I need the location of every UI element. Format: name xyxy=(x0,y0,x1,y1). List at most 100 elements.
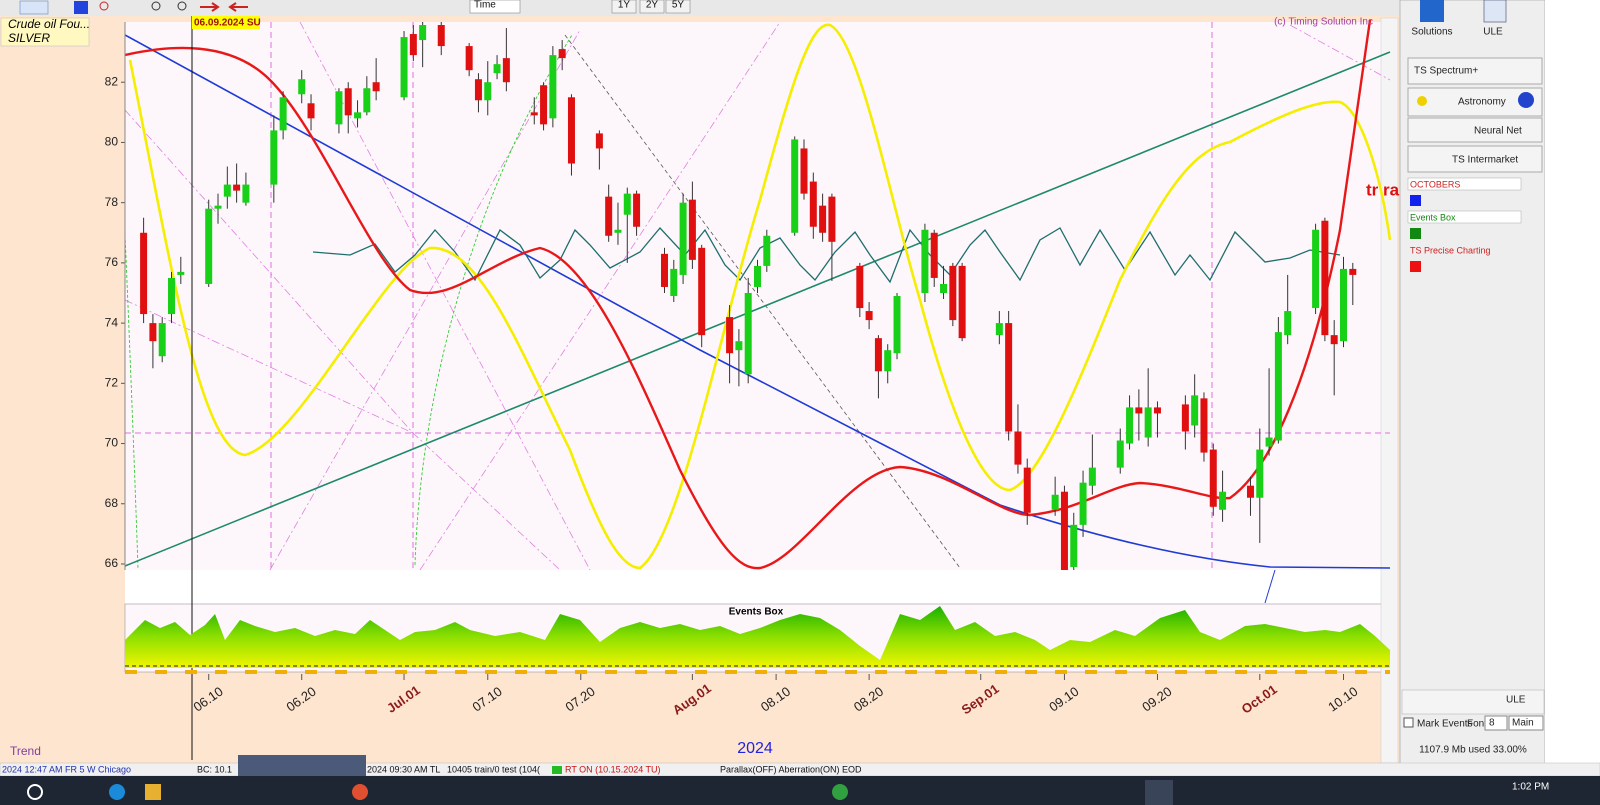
candle-body xyxy=(1284,311,1292,336)
candle-body xyxy=(1126,407,1134,444)
active-app[interactable] xyxy=(1145,780,1173,805)
tool-button[interactable] xyxy=(151,1,161,11)
candle-body xyxy=(1023,467,1031,513)
candle-body xyxy=(279,97,287,131)
tool-button[interactable] xyxy=(228,2,248,12)
candle-body xyxy=(1070,524,1078,567)
module-label[interactable]: TS Intermarket xyxy=(1452,155,1518,166)
candle-body xyxy=(1312,229,1320,309)
range-label[interactable]: 2Y xyxy=(646,0,659,11)
candle-body xyxy=(158,323,166,357)
y-tick-label: 74 xyxy=(105,315,119,329)
app-icon[interactable] xyxy=(109,784,125,800)
tool-button[interactable] xyxy=(177,1,187,11)
range-label[interactable]: 5Y xyxy=(672,0,685,11)
candle-body xyxy=(363,88,371,113)
checkbox[interactable] xyxy=(1403,717,1414,728)
candle-body xyxy=(595,133,603,149)
module-button[interactable] xyxy=(1407,57,1543,85)
candle-body xyxy=(1330,335,1338,345)
candle-body xyxy=(484,82,492,101)
candle-body xyxy=(335,91,343,125)
taskbar xyxy=(0,776,1600,805)
layer-name[interactable]: Events Box xyxy=(1410,212,1456,222)
tool-button[interactable] xyxy=(99,1,109,11)
status-item: 10405 train/0 test (104( xyxy=(447,764,540,774)
candle-body xyxy=(354,112,362,119)
candle-body xyxy=(884,350,892,372)
candle-body xyxy=(930,232,938,278)
toolbar-icons xyxy=(19,0,691,15)
overlays xyxy=(124,19,1392,604)
candle-body xyxy=(1265,437,1273,447)
layer-name[interactable]: TS Precise Charting xyxy=(1410,245,1491,255)
app-icon[interactable] xyxy=(352,784,368,800)
mode[interactable]: Main xyxy=(1512,718,1534,729)
candle-body xyxy=(1200,398,1208,453)
right-margin xyxy=(1545,0,1600,765)
tool-button[interactable] xyxy=(19,0,49,15)
events-title: Events Box xyxy=(729,607,784,618)
font-size[interactable]: 8 xyxy=(1489,718,1495,729)
symbol-name: Crude oil Fou... xyxy=(8,17,90,31)
clock: 1:02 PM xyxy=(1512,782,1549,793)
y-tick-label: 78 xyxy=(105,195,119,209)
module-button[interactable] xyxy=(1407,145,1543,173)
mode-select[interactable] xyxy=(1508,715,1544,731)
ule-bar xyxy=(1401,689,1545,715)
panel-button[interactable]: ULE xyxy=(1483,27,1503,38)
candle-body xyxy=(344,88,352,116)
range-button[interactable] xyxy=(639,0,665,14)
range-label[interactable]: 1Y xyxy=(618,0,631,11)
panel-button[interactable]: Solutions xyxy=(1411,27,1452,38)
range-button[interactable] xyxy=(665,0,691,14)
font-select[interactable] xyxy=(1484,715,1508,731)
events-histogram xyxy=(125,606,1390,668)
candle-body xyxy=(735,341,743,351)
interval-label[interactable]: Time xyxy=(474,0,496,11)
app-icon[interactable] xyxy=(145,784,161,800)
window-controls[interactable] xyxy=(238,755,366,777)
layer-name[interactable]: OCTOBERS xyxy=(1410,179,1460,189)
candle-body xyxy=(819,205,827,233)
range-button[interactable] xyxy=(611,0,637,14)
candle-body xyxy=(558,49,566,59)
y-tick-label: 82 xyxy=(105,74,119,88)
ule-label[interactable]: ULE xyxy=(1506,695,1526,706)
candle-body xyxy=(400,37,408,98)
mark-events-label[interactable]: Mark Events xyxy=(1417,719,1473,730)
ule-icon[interactable] xyxy=(1483,0,1507,23)
candle-body xyxy=(567,97,575,164)
candle-body xyxy=(754,265,761,287)
candle-body xyxy=(1051,494,1059,510)
overlay-label: tr ra xyxy=(1366,180,1400,199)
layer-color[interactable] xyxy=(1410,195,1421,206)
module-label[interactable]: Astronomy xyxy=(1458,97,1506,108)
memory: 1107.9 Mb used 33.00% xyxy=(1419,745,1527,756)
layer-color[interactable] xyxy=(1410,228,1421,239)
candle-body xyxy=(1274,332,1282,441)
tool-button[interactable] xyxy=(74,1,88,14)
layer-color[interactable] xyxy=(1410,261,1421,272)
candle-body xyxy=(409,34,417,56)
candle-body xyxy=(242,184,250,203)
module-button[interactable] xyxy=(1407,117,1543,143)
blue-line-tail xyxy=(1264,569,1276,604)
candle-body xyxy=(1014,431,1022,465)
candle-body xyxy=(791,139,799,233)
module-label[interactable]: TS Spectrum+ xyxy=(1414,66,1478,77)
solutions-icon[interactable] xyxy=(1420,0,1444,22)
blue-line xyxy=(124,34,1391,569)
year-label: 2024 xyxy=(737,740,773,757)
tool-button[interactable] xyxy=(200,2,220,12)
plot-gap xyxy=(125,570,1390,604)
interval-select[interactable] xyxy=(469,0,521,14)
candle-body xyxy=(140,232,148,315)
search-icon[interactable] xyxy=(27,784,43,800)
trend-label: Trend xyxy=(10,744,41,758)
app-icon[interactable] xyxy=(832,784,848,800)
candle-body xyxy=(958,265,966,339)
module-label[interactable]: Neural Net xyxy=(1474,126,1522,137)
candle-body xyxy=(1219,491,1227,510)
